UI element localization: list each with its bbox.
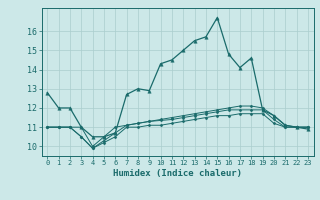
X-axis label: Humidex (Indice chaleur): Humidex (Indice chaleur) (113, 169, 242, 178)
